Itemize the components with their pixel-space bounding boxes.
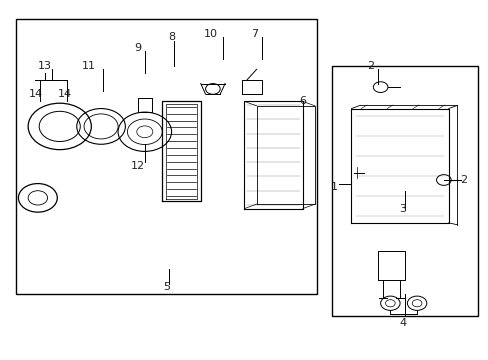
Text: 11: 11: [82, 61, 96, 71]
Text: 10: 10: [203, 28, 217, 39]
Text: 13: 13: [38, 61, 52, 71]
Text: 12: 12: [130, 161, 144, 171]
Text: 8: 8: [168, 32, 175, 42]
Bar: [331, 66, 477, 316]
Text: 3: 3: [398, 203, 405, 213]
Text: 9: 9: [134, 43, 141, 53]
Text: 4: 4: [398, 318, 405, 328]
Text: 1: 1: [330, 182, 337, 192]
Bar: [16, 19, 317, 294]
Text: 2: 2: [459, 175, 466, 185]
Text: 2: 2: [366, 61, 374, 71]
Text: 7: 7: [250, 28, 257, 39]
Text: 14: 14: [28, 89, 42, 99]
Text: 5: 5: [163, 282, 170, 292]
Text: 6: 6: [299, 96, 305, 107]
Text: 14: 14: [58, 89, 72, 99]
